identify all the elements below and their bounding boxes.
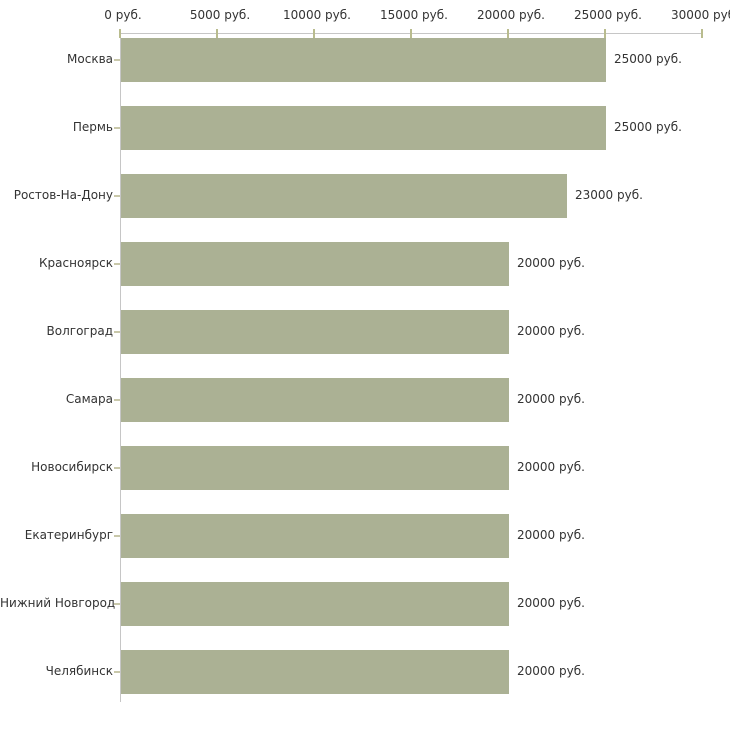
bar [121,106,606,150]
category-label: Самара [65,392,113,406]
value-label: 20000 руб. [517,392,585,406]
x-axis-tick-label: 15000 руб. [380,8,448,22]
y-axis-tick-mark [114,671,120,673]
bar [121,582,509,626]
bar [121,514,509,558]
y-axis-tick-mark [114,331,120,333]
y-axis-tick-mark [114,127,120,129]
bar [121,650,509,694]
value-label: 25000 руб. [614,52,682,66]
category-label: Красноярск [39,256,113,270]
x-axis-tick-mark [216,29,218,38]
category-label: Волгоград [46,324,113,338]
x-axis-tick-mark [507,29,509,38]
value-label: 20000 руб. [517,528,585,542]
y-axis-tick-mark [114,59,120,61]
category-label: Пермь [72,120,113,134]
y-axis-tick-mark [114,263,120,265]
x-axis-tick-mark [701,29,703,38]
x-axis-tick-label: 10000 руб. [283,8,351,22]
bar [121,174,567,218]
bar [121,310,509,354]
x-axis-tick-label: 5000 руб. [189,8,251,22]
value-label: 20000 руб. [517,460,585,474]
y-axis-line [120,33,121,702]
bar [121,242,509,286]
x-axis-tick-mark [604,29,606,38]
bar [121,378,509,422]
x-axis-tick-mark [119,29,121,38]
bar [121,38,606,82]
y-axis-tick-mark [114,535,120,537]
category-label: Екатеринбург [24,528,113,542]
y-axis-tick-mark [114,467,120,469]
x-axis-tick-mark [313,29,315,38]
value-label: 20000 руб. [517,324,585,338]
value-label: 20000 руб. [517,596,585,610]
category-label: Москва [67,52,113,66]
x-axis-tick-label: 20000 руб. [477,8,545,22]
category-label: Челябинск [45,664,113,678]
bar [121,446,509,490]
y-axis-tick-mark [114,603,120,605]
y-axis-tick-mark [114,399,120,401]
y-axis-tick-mark [114,195,120,197]
value-label: 20000 руб. [517,256,585,270]
category-label: Новосибирск [31,460,113,474]
value-label: 20000 руб. [517,664,585,678]
x-axis-tick-mark [410,29,412,38]
category-label: Нижний Новгород [0,596,116,610]
value-label: 25000 руб. [614,120,682,134]
value-label: 23000 руб. [575,188,643,202]
x-axis-tick-label: 30000 руб. [671,8,730,22]
x-axis-tick-label: 25000 руб. [574,8,642,22]
category-label: Ростов-На-Дону [13,188,113,202]
x-axis-tick-label: 0 руб. [104,8,142,22]
